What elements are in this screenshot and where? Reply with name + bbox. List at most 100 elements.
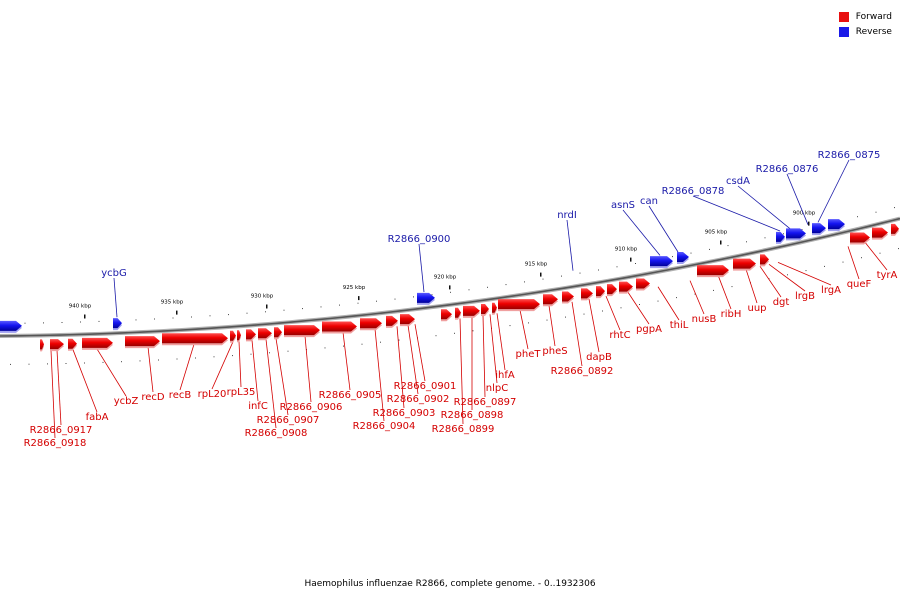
gene-label-recb[interactable]: recB	[169, 390, 192, 401]
forward-gene-arrow[interactable]	[274, 327, 282, 338]
gene-label-r2866-0897[interactable]: R2866_0897	[454, 397, 517, 408]
reverse-gene-arrow[interactable]	[776, 231, 785, 242]
legend-forward: Forward	[838, 9, 892, 24]
gene-layer	[0, 219, 899, 352]
forward-gene-arrow[interactable]	[82, 337, 113, 348]
gene-label-can[interactable]: can	[640, 196, 658, 207]
reverse-gene-arrow[interactable]	[828, 219, 845, 230]
forward-gene-arrow[interactable]	[162, 333, 228, 344]
forward-gene-arrow[interactable]	[543, 294, 558, 305]
forward-gene-arrow[interactable]	[596, 286, 605, 297]
gene-label-faba[interactable]: fabA	[86, 412, 109, 423]
forward-gene-arrow[interactable]	[492, 302, 497, 313]
gene-label-r2866-0875[interactable]: R2866_0875	[818, 150, 881, 161]
reverse-gene-arrow[interactable]	[113, 318, 122, 329]
gene-label-r2866-0878[interactable]: R2866_0878	[662, 186, 725, 197]
forward-gene-arrow[interactable]	[360, 318, 382, 329]
legend-forward-label: Forward	[855, 11, 892, 22]
gene-label-lrga[interactable]: lrgA	[821, 285, 841, 296]
gene-label-r2866-0901[interactable]: R2866_0901	[394, 381, 457, 392]
gene-label-r2866-0917[interactable]: R2866_0917	[30, 425, 93, 436]
gene-label-recd[interactable]: recD	[141, 392, 165, 403]
gene-label-rpl35[interactable]: rpL35	[227, 387, 256, 398]
forward-gene-arrow[interactable]	[463, 305, 480, 316]
forward-gene-arrow[interactable]	[455, 307, 461, 318]
reverse-gene-arrow[interactable]	[0, 320, 22, 331]
scale-tick-label: 930 kbp	[251, 294, 274, 300]
gene-label-uup[interactable]: uup	[747, 303, 766, 314]
reverse-gene-arrow[interactable]	[812, 223, 826, 234]
scale-tick-label: 910 kbp	[615, 247, 638, 253]
forward-gene-arrow[interactable]	[636, 278, 650, 289]
forward-gene-arrow[interactable]	[697, 265, 729, 276]
gene-label-dapb[interactable]: dapB	[586, 352, 612, 363]
reverse-gene-arrow[interactable]	[677, 252, 689, 263]
forward-gene-arrow[interactable]	[284, 325, 320, 336]
gene-label-ribh[interactable]: ribH	[721, 309, 742, 320]
legend-reverse: Reverse	[838, 24, 892, 39]
reverse-gene-arrow[interactable]	[650, 256, 673, 267]
forward-gene-arrow[interactable]	[230, 330, 236, 341]
gene-label-tyra[interactable]: tyrA	[877, 270, 898, 281]
forward-gene-arrow[interactable]	[237, 330, 241, 341]
forward-gene-arrow[interactable]	[850, 232, 870, 243]
forward-gene-arrow[interactable]	[246, 329, 256, 340]
gene-label-r2866-0903[interactable]: R2866_0903	[373, 408, 436, 419]
forward-gene-arrow[interactable]	[50, 339, 64, 350]
gene-label-nlpc[interactable]: nlpC	[486, 383, 508, 394]
reverse-gene-arrow[interactable]	[417, 292, 435, 303]
forward-gene-arrow[interactable]	[607, 284, 617, 295]
forward-gene-arrow[interactable]	[619, 281, 633, 292]
gene-label-r2866-0904[interactable]: R2866_0904	[353, 421, 416, 432]
gene-label-nusb[interactable]: nusB	[692, 314, 717, 325]
gene-label-pgpa[interactable]: pgpA	[636, 324, 662, 335]
forward-gene-arrow[interactable]	[733, 258, 756, 269]
gene-label-nrdi[interactable]: nrdI	[557, 210, 577, 221]
reverse-gene-arrow[interactable]	[786, 228, 806, 239]
forward-gene-arrow[interactable]	[322, 321, 357, 332]
gene-label-dgt[interactable]: dgt	[773, 297, 790, 308]
gene-label-thil[interactable]: thiL	[670, 320, 689, 331]
forward-gene-arrow[interactable]	[562, 291, 574, 302]
gene-label-ycbz[interactable]: ycbZ	[114, 396, 139, 407]
gene-label-r2866-0906[interactable]: R2866_0906	[280, 402, 343, 413]
gene-label-phes[interactable]: pheS	[542, 346, 567, 357]
gene-label-r2866-0918[interactable]: R2866_0918	[24, 438, 87, 449]
forward-gene-arrow[interactable]	[40, 339, 44, 350]
gene-label-r2866-0876[interactable]: R2866_0876	[756, 164, 819, 175]
gene-label-rpl20[interactable]: rpL20	[198, 389, 227, 400]
tick-layer: 940 kbp 935 kbp 930 kbp 925 kbp 920 kbp 915 k…	[6, 207, 899, 365]
gene-label-r2866-0907[interactable]: R2866_0907	[257, 415, 320, 426]
gene-label-r2866-0898[interactable]: R2866_0898	[441, 410, 504, 421]
forward-gene-arrow[interactable]	[760, 254, 769, 265]
forward-gene-arrow[interactable]	[498, 299, 540, 310]
gene-label-ihfa[interactable]: ihfA	[495, 370, 515, 381]
gene-label-quef[interactable]: queF	[847, 279, 872, 290]
forward-gene-arrow[interactable]	[258, 328, 272, 339]
forward-gene-arrow[interactable]	[68, 338, 77, 349]
gene-label-rhtc[interactable]: rhtC	[609, 330, 630, 341]
gene-label-ycbg[interactable]: ycbG	[101, 268, 127, 279]
forward-gene-arrow[interactable]	[441, 309, 452, 320]
forward-swatch-icon	[838, 11, 849, 22]
gene-label-r2866-0900[interactable]: R2866_0900	[388, 234, 451, 245]
gene-label-asns[interactable]: asnS	[611, 200, 635, 211]
gene-label-infc[interactable]: infC	[248, 401, 268, 412]
backbone-line	[0, 217, 900, 337]
gene-label-r2866-0908[interactable]: R2866_0908	[245, 428, 308, 439]
forward-gene-arrow[interactable]	[386, 315, 398, 326]
gene-label-phet[interactable]: pheT	[516, 349, 542, 360]
gene-label-r2866-0905[interactable]: R2866_0905	[319, 390, 382, 401]
gene-label-r2866-0899[interactable]: R2866_0899	[432, 424, 495, 435]
forward-gene-arrow[interactable]	[125, 336, 160, 347]
forward-gene-arrow[interactable]	[581, 288, 593, 299]
gene-label-lrgb[interactable]: lrgB	[795, 291, 815, 302]
forward-gene-arrow[interactable]	[891, 223, 899, 234]
forward-gene-arrow[interactable]	[481, 304, 489, 315]
forward-gene-arrow[interactable]	[872, 227, 888, 238]
gene-label-r2866-0892[interactable]: R2866_0892	[551, 366, 614, 377]
forward-gene-arrow[interactable]	[400, 314, 415, 325]
gene-label-csda[interactable]: csdA	[726, 176, 750, 187]
gene-label-r2866-0902[interactable]: R2866_0902	[387, 394, 450, 405]
